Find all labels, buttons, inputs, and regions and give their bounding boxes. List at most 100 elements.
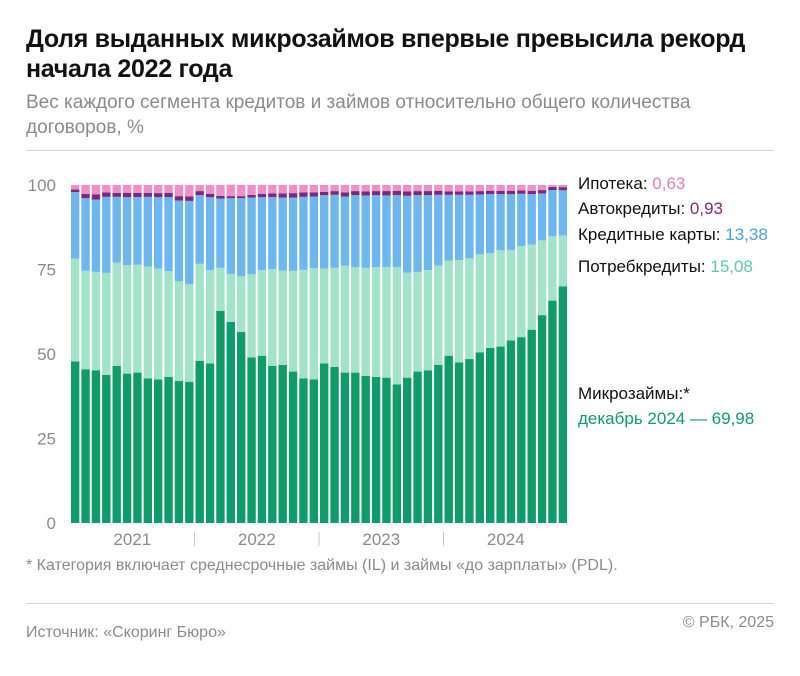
bar-segment-5 [496,185,505,191]
bar-segment-4 [174,196,184,201]
bar-segment-5 [320,185,329,192]
bar-segment-5 [102,185,111,193]
bar-segment-5 [486,185,495,191]
bar-segment-1 [143,378,153,523]
bar-segment-2 [465,258,474,360]
bar-segment-4 [392,190,402,196]
y-tick-label: 25 [37,430,56,449]
bar-segment-1 [548,300,557,523]
bar-segment-2 [185,284,194,382]
bar-segment-2 [102,272,111,375]
legend-label: Потребкредиты: [578,257,710,276]
bar-segment-4 [195,191,204,196]
bar-segment-2 [112,262,121,366]
stacked-bar-chart: 0 25 50 75 100 2021 2022 2023 2024 Ипотека: 0,63 А… [28,174,768,549]
y-tick-label: 75 [37,261,56,280]
bar-segment-2 [444,260,453,356]
bar-segment-5 [299,185,308,193]
bar-segment-3 [216,198,225,268]
bar-segment-4 [154,193,163,198]
bar-segment-2 [351,267,360,373]
bar-segment-1 [102,374,111,523]
bar-segment-3 [423,195,433,271]
bar-segment-3 [133,197,142,265]
bar-segment-3 [434,194,443,266]
bar-segment-4 [423,191,433,196]
bar-segment-5 [71,185,80,190]
bar-segment-4 [216,195,225,199]
bar-segment-1 [268,365,277,523]
bar-segment-3 [413,195,422,272]
bar-segment-5 [506,185,516,191]
bar-segment-2 [371,267,381,377]
bar-segment-3 [361,195,370,268]
bar-segment-2 [164,271,173,377]
bar-segment-3 [537,193,547,241]
bar-segment-1 [195,360,204,523]
bar-segment-2 [517,246,526,338]
bar-segment-2 [81,270,90,370]
bar-segment-1 [278,364,287,523]
bar-segment-4 [247,194,256,198]
source-note: Источник: «Скоринг Бюро» [26,624,226,641]
bar-segment-4 [91,194,101,200]
bar-segment-1 [340,372,350,523]
bar-segment-5 [133,185,142,193]
legend-value: 0,93 [690,199,723,218]
bar-segment-1 [226,321,236,523]
bar-segment-3 [112,196,121,263]
bar-segment-5 [558,185,568,188]
bar-segment-1 [309,379,319,523]
bar-segment-4 [434,190,443,195]
bar-segment-2 [413,271,422,372]
bar-segment-5 [340,185,350,193]
bar-segment-1 [517,337,526,523]
bar-segment-4 [102,192,111,197]
bar-segment-2 [309,268,319,380]
bar-segment-1 [454,362,464,523]
bar-segment-2 [454,260,464,363]
bar-segment-5 [112,185,121,193]
bar-segment-1 [392,384,402,523]
x-year-label: 2024 [487,530,525,549]
legend-label: Микрозаймы:* [578,384,690,403]
bar-segment-3 [102,196,111,273]
bar-segment-3 [558,190,568,236]
bar-segment-5 [185,185,194,197]
bar-segment-4 [268,193,277,198]
bar-segment-2 [423,270,433,371]
bar-segment-3 [527,194,536,245]
x-year-label: 2023 [362,530,400,549]
bar-segment-3 [465,194,474,259]
bar-segment-4 [205,193,215,198]
bar-segment-3 [288,197,298,271]
bar-segment-2 [340,265,350,373]
bar-segment-4 [143,192,153,197]
bar-segment-5 [465,185,474,192]
bar-segment-4 [185,196,194,201]
bar-segment-2 [174,281,184,382]
bar-segment-2 [299,269,308,379]
bar-segment-4 [164,192,173,198]
bar-segment-3 [330,194,339,268]
bar-segment-2 [527,244,536,330]
bar-segment-2 [133,264,142,373]
bar-segment-1 [122,373,132,523]
bar-segment-1 [382,377,391,523]
bar-segment-5 [361,185,370,192]
bar-segment-3 [444,194,453,261]
bar-segment-3 [496,194,505,251]
bar-segment-5 [91,185,101,195]
legend-label: Ипотека: [578,174,652,193]
bar-segment-1 [527,329,536,523]
bar-segment-5 [548,185,557,188]
bar-segment-5 [278,185,287,194]
bar-segment-4 [527,190,536,195]
bar-segment-3 [486,194,495,254]
bar-segment-4 [475,191,485,195]
bar-segment-2 [403,272,412,378]
x-year-label: 2021 [113,530,151,549]
bar-segment-5 [205,185,215,194]
bar-segment-5 [444,185,453,192]
legend-entry: Автокредиты: 0,93 [578,199,723,218]
